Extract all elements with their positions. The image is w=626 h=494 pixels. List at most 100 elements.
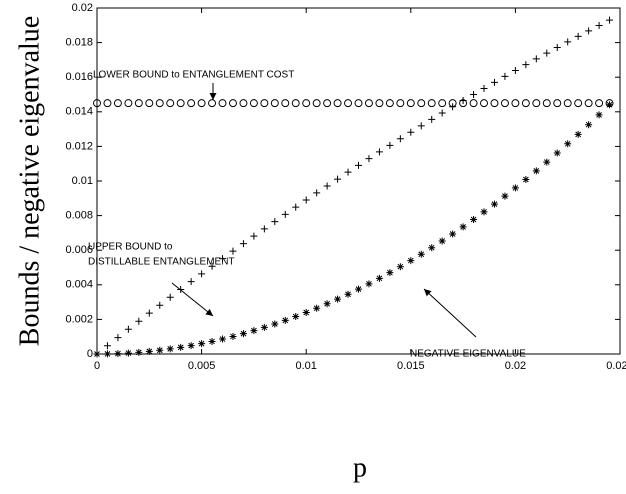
star-point bbox=[470, 215, 478, 223]
star-point bbox=[135, 348, 143, 356]
y-tick-label: 0.014 bbox=[65, 106, 93, 118]
plus-point bbox=[334, 175, 342, 183]
circle-point bbox=[469, 99, 478, 108]
plus-point bbox=[292, 203, 300, 211]
plus-point bbox=[417, 122, 425, 130]
plus-point bbox=[522, 61, 530, 69]
circle-point bbox=[333, 99, 342, 108]
star-point bbox=[585, 121, 593, 129]
star-point bbox=[292, 313, 300, 321]
circle-point bbox=[197, 99, 206, 108]
star-point bbox=[553, 149, 561, 157]
plus-point bbox=[145, 309, 153, 317]
circle-point bbox=[208, 99, 217, 108]
star-point bbox=[386, 269, 394, 277]
star-point bbox=[250, 327, 258, 335]
circle-point bbox=[281, 99, 290, 108]
circle-point bbox=[113, 99, 122, 108]
circle-point bbox=[239, 99, 248, 108]
circle-point bbox=[344, 99, 353, 108]
star-point bbox=[187, 342, 195, 350]
plus-point bbox=[313, 189, 321, 197]
star-point bbox=[522, 176, 530, 184]
star-point bbox=[334, 295, 342, 303]
y-tick-label: 0.006 bbox=[65, 244, 93, 256]
star-point bbox=[156, 346, 164, 354]
circle-point bbox=[166, 99, 175, 108]
plus-point bbox=[323, 182, 331, 190]
plus-point bbox=[449, 103, 457, 111]
plus-point bbox=[229, 247, 237, 255]
plus-point bbox=[459, 97, 467, 105]
x-tick-label: 0.025 bbox=[606, 360, 626, 372]
circle-point bbox=[553, 99, 562, 108]
circle-point bbox=[187, 99, 196, 108]
circle-point bbox=[145, 99, 154, 108]
plus-point bbox=[260, 225, 268, 233]
y-tick-label: 0.018 bbox=[65, 37, 93, 49]
x-tick-label: 0.015 bbox=[397, 360, 425, 372]
plus-point bbox=[490, 78, 498, 86]
annotation-arrow bbox=[171, 282, 214, 317]
x-tick-label: 0.005 bbox=[188, 360, 216, 372]
plus-point bbox=[553, 43, 561, 51]
plot-frame bbox=[96, 7, 621, 355]
star-point bbox=[103, 350, 111, 358]
star-point bbox=[574, 130, 582, 138]
star-point bbox=[375, 274, 383, 282]
circle-point bbox=[417, 99, 426, 108]
star-point bbox=[595, 111, 603, 119]
star-point bbox=[313, 304, 321, 312]
circle-point bbox=[312, 99, 321, 108]
plus-point bbox=[407, 128, 415, 136]
circle-point bbox=[218, 99, 227, 108]
plus-point bbox=[585, 27, 593, 35]
plus-point bbox=[344, 168, 352, 176]
star-point bbox=[396, 263, 404, 271]
star-point bbox=[438, 237, 446, 245]
plus-point bbox=[135, 317, 143, 325]
star-point bbox=[198, 340, 206, 348]
plus-point bbox=[365, 155, 373, 163]
circle-point bbox=[396, 99, 405, 108]
circle-point bbox=[542, 99, 551, 108]
circle-point bbox=[134, 99, 143, 108]
plus-point bbox=[166, 293, 174, 301]
plus-point bbox=[177, 285, 185, 293]
x-tick-label: 0.02 bbox=[505, 360, 526, 372]
plus-point bbox=[187, 278, 195, 286]
y-axis-label: Bounds / negative eigenvalue bbox=[14, 16, 45, 346]
plus-point bbox=[438, 109, 446, 117]
y-tick-label: 0.012 bbox=[65, 140, 93, 152]
circle-point bbox=[438, 99, 447, 108]
plus-point bbox=[208, 262, 216, 270]
star-point bbox=[208, 337, 216, 345]
plus-point bbox=[355, 161, 362, 169]
star-point bbox=[407, 257, 415, 265]
star-point bbox=[355, 285, 362, 293]
y-tick-label: 0 bbox=[87, 348, 93, 360]
circle-point bbox=[176, 99, 185, 108]
plus-point bbox=[198, 270, 206, 278]
circle-point bbox=[511, 99, 520, 108]
circle-point bbox=[228, 99, 237, 108]
plus-point bbox=[239, 240, 247, 248]
circle-point bbox=[270, 99, 279, 108]
plus-point bbox=[156, 301, 164, 309]
star-point bbox=[271, 320, 279, 328]
circle-point bbox=[500, 99, 509, 108]
circle-point bbox=[124, 99, 133, 108]
y-tick-label: 0.02 bbox=[72, 2, 93, 14]
annotation: DISTILLABLE ENTANGLEMENT bbox=[88, 257, 235, 268]
plus-point bbox=[574, 32, 582, 40]
circle-point bbox=[93, 99, 101, 108]
circle-point bbox=[260, 99, 269, 108]
circle-point bbox=[490, 99, 499, 108]
star-point bbox=[177, 343, 185, 351]
star-point bbox=[260, 323, 268, 331]
circle-point bbox=[103, 99, 112, 108]
star-point bbox=[564, 140, 572, 148]
plus-point bbox=[281, 210, 289, 218]
circle-point bbox=[323, 99, 332, 108]
plus-point bbox=[532, 55, 540, 63]
